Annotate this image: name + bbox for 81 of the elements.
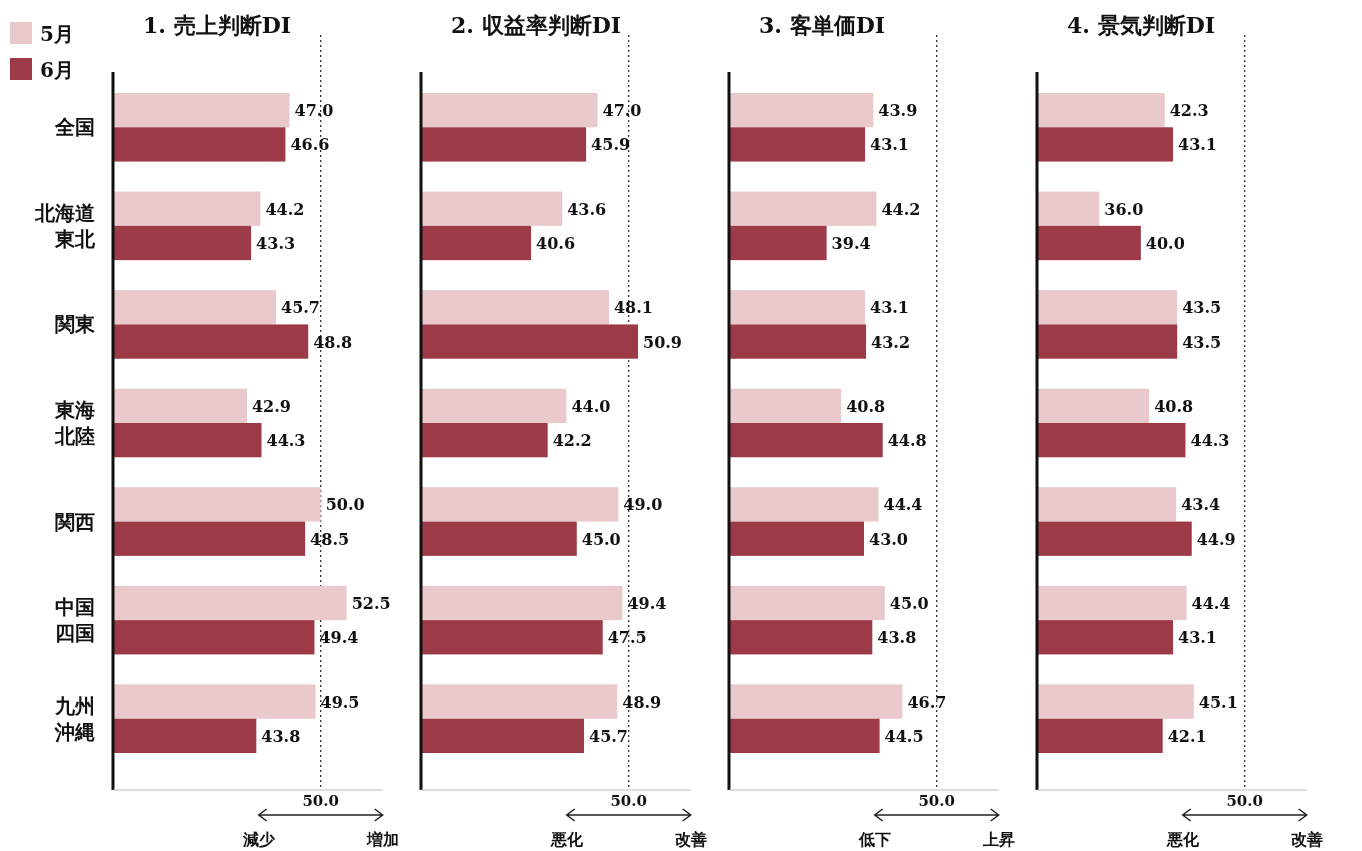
data-label: 44.3: [266, 431, 306, 451]
text: 低下: [857, 830, 891, 849]
data-label: 44.4: [883, 495, 923, 515]
chart-title: 3. 客単価DI: [759, 12, 885, 38]
y-tick-label: 関西: [55, 509, 95, 534]
data-label: 43.1: [870, 298, 910, 318]
data-label: 43.9: [878, 101, 918, 121]
data-label: 40.0: [1145, 234, 1185, 253]
data-label: 40.8: [1154, 396, 1194, 416]
data-label: 48.9: [622, 692, 662, 712]
text: 悪化: [1165, 830, 1200, 849]
data-label: 47.0: [602, 101, 642, 121]
data-label: 48.8: [313, 332, 353, 352]
data-label: 44.4: [1191, 594, 1231, 613]
data-label: 43.4: [1181, 495, 1221, 515]
data-label: 43.0: [869, 529, 908, 549]
data-label: 45.0: [581, 529, 621, 549]
legend-label: 5月: [40, 22, 74, 46]
text: 減少: [241, 830, 276, 849]
data-label: 40.6: [536, 234, 576, 253]
data-label: 45.0: [889, 594, 929, 613]
text: 改善: [674, 830, 707, 849]
chart-title: 2. 収益率判断DI: [451, 12, 621, 38]
y-tick-label: 中国四国: [55, 595, 95, 646]
data-label: 44.9: [1196, 529, 1236, 549]
data-label: 44.5: [884, 726, 924, 746]
y-tick-label: 九州沖縄: [54, 693, 95, 744]
data-label: 44.2: [881, 199, 921, 219]
data-label: 45.7: [589, 726, 629, 746]
legend-label: 6月: [40, 58, 74, 82]
data-label: 43.1: [870, 135, 910, 155]
data-label: 50.0: [325, 495, 365, 515]
data-label: 52.5: [351, 594, 391, 613]
text: 増加: [365, 830, 399, 849]
data-label: 43.8: [877, 628, 917, 648]
y-tick-label: 全国: [54, 115, 95, 140]
data-label: 42.2: [552, 431, 592, 451]
data-label: 49.5: [320, 692, 360, 712]
data-label: 46.6: [290, 135, 330, 155]
data-label: 45.1: [1198, 692, 1238, 712]
data-label: 43.5: [1182, 332, 1222, 352]
chart-title: 1. 売上判断DI: [143, 12, 291, 38]
text: 上昇: [981, 830, 1015, 849]
data-label: 43.1: [1178, 628, 1218, 648]
y-tick-label: 北海道東北: [34, 200, 96, 251]
data-label: 48.1: [613, 298, 653, 318]
ref-line-label: 50.0: [1226, 792, 1263, 810]
data-label: 42.9: [251, 396, 291, 416]
data-label: 45.7: [281, 298, 321, 318]
ref-line-label: 50.0: [918, 792, 955, 810]
text: 悪化: [549, 830, 584, 849]
ref-line-label: 50.0: [302, 792, 339, 810]
data-label: 43.5: [1182, 298, 1222, 318]
data-label: 49.4: [627, 594, 667, 613]
data-label: 50.9: [643, 332, 683, 352]
data-label: 44.8: [887, 431, 927, 451]
data-label: 39.4: [831, 234, 871, 253]
data-label: 47.5: [607, 628, 647, 648]
data-label: 43.8: [261, 726, 301, 746]
data-label: 43.3: [256, 234, 296, 253]
data-label: 43.1: [1178, 135, 1218, 155]
data-label: 43.6: [567, 199, 607, 219]
y-tick-label: 関東: [55, 312, 95, 337]
chart-title: 4. 景気判断DI: [1067, 12, 1215, 38]
data-label: 46.7: [907, 692, 947, 712]
data-label: 45.9: [591, 135, 631, 155]
data-label: 42.3: [1169, 101, 1209, 121]
y-tick-label: 東海北陸: [54, 398, 95, 448]
data-label: 49.0: [623, 495, 663, 515]
data-label: 49.4: [319, 628, 359, 648]
ref-line-label: 50.0: [610, 792, 647, 810]
data-label: 44.3: [1190, 431, 1230, 451]
data-label: 42.1: [1167, 726, 1207, 746]
data-label: 44.2: [265, 199, 305, 219]
text: 改善: [1290, 830, 1323, 849]
data-label: 47.0: [294, 101, 334, 121]
data-label: 43.2: [871, 332, 911, 352]
data-label: 36.0: [1104, 199, 1144, 219]
data-label: 40.8: [846, 396, 886, 416]
data-label: 44.0: [571, 396, 611, 416]
data-label: 48.5: [310, 529, 350, 549]
